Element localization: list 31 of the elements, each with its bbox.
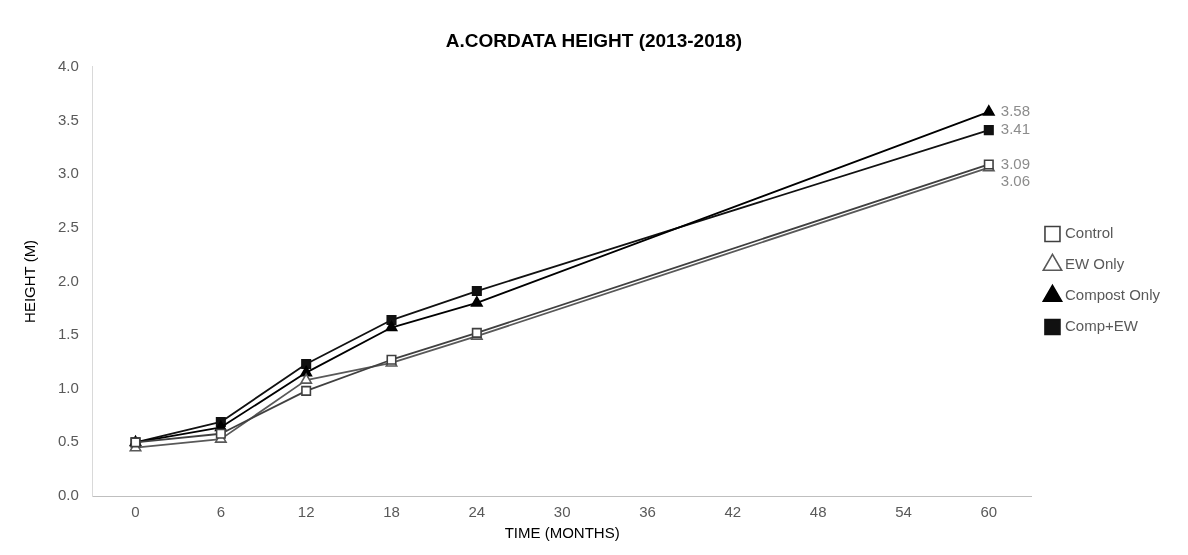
y-axis-title: HEIGHT (M) [21,239,39,323]
x-tick-label: 30 [553,503,571,521]
y-tick-label: 4.0 [57,56,79,74]
x-tick-label: 60 [980,503,998,521]
x-tick-label: 0 [131,503,140,521]
data-label: 3.06 [1000,171,1031,189]
y-tick-label: 3.5 [57,110,79,128]
legend-label: Comp+EW [1064,317,1139,335]
legend-label: Compost Only [1064,286,1161,304]
y-tick-label: 2.0 [57,271,79,289]
x-tick-label: 54 [895,503,912,521]
y-tick-label: 3.0 [57,164,79,182]
y-tick-label: 2.5 [57,217,79,235]
x-tick-label: 6 [216,503,226,521]
y-tick-label: 1.5 [57,325,79,343]
y-tick-label: 0.0 [57,486,79,504]
chart-title: A.CORDATA HEIGHT (2013-2018) [445,29,743,51]
y-tick-label: 1.0 [57,378,79,396]
x-tick-label: 36 [639,503,656,521]
x-tick-label: 18 [383,503,400,521]
x-axis-title: TIME (MONTHS) [504,524,620,542]
data-label: 3.41 [1000,120,1031,138]
data-label: 3.58 [1000,102,1031,120]
x-tick-label: 24 [468,503,486,521]
x-tick-label: 12 [297,503,315,521]
legend-label: Control [1064,224,1114,242]
y-tick-label: 0.5 [57,432,79,450]
x-tick-label: 42 [724,503,742,521]
legend-label: EW Only [1064,255,1125,273]
x-tick-label: 48 [809,503,827,521]
data-label: 3.09 [1000,154,1031,172]
